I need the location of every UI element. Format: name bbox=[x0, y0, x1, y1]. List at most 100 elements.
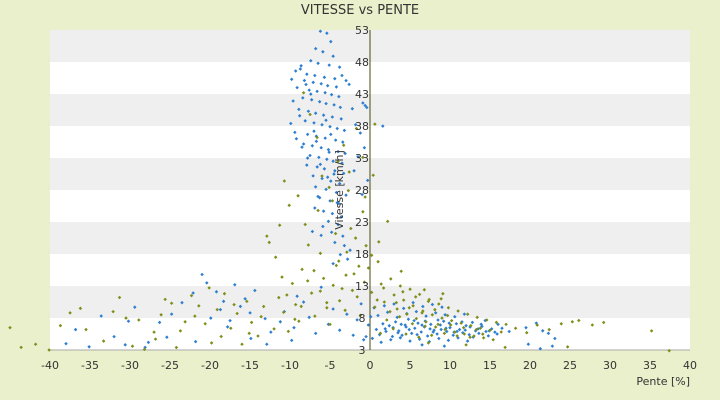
data-point-series-1 bbox=[329, 179, 333, 183]
data-point-series-1 bbox=[307, 315, 311, 320]
data-point-series-1 bbox=[338, 252, 343, 257]
data-point-series-1 bbox=[126, 319, 131, 323]
data-point-series-2 bbox=[277, 295, 281, 300]
data-point-series-1 bbox=[331, 261, 335, 266]
data-point-series-2 bbox=[297, 319, 301, 323]
data-point-series-1 bbox=[464, 323, 468, 328]
data-point-series-1 bbox=[310, 144, 315, 148]
data-point-series-2 bbox=[282, 179, 287, 183]
data-point-series-1 bbox=[330, 115, 335, 119]
data-point-series-1 bbox=[337, 181, 342, 186]
data-point-series-2 bbox=[341, 143, 346, 147]
data-point-series-2 bbox=[362, 280, 367, 284]
data-point-series-2 bbox=[312, 268, 316, 273]
data-point-series-1 bbox=[318, 162, 323, 167]
data-point-series-1 bbox=[336, 222, 340, 227]
data-point-series-2 bbox=[366, 266, 371, 270]
data-point-series-2 bbox=[296, 194, 300, 198]
data-point-series-1 bbox=[319, 145, 323, 150]
x-tick-label: -20 bbox=[201, 359, 219, 372]
data-point-series-2 bbox=[124, 316, 128, 320]
data-point-series-1 bbox=[465, 339, 470, 343]
data-point-series-2 bbox=[207, 286, 211, 290]
data-point-series-1 bbox=[398, 336, 403, 340]
data-point-series-2 bbox=[318, 289, 323, 293]
data-point-series-2 bbox=[420, 311, 424, 315]
data-point-series-2 bbox=[503, 345, 507, 350]
data-point-series-2 bbox=[411, 304, 415, 308]
data-point-series-1 bbox=[463, 328, 467, 332]
data-point-series-1 bbox=[385, 310, 390, 315]
data-point-series-2 bbox=[474, 327, 479, 332]
data-point-series-1 bbox=[99, 314, 103, 318]
data-point-series-1 bbox=[243, 297, 247, 301]
data-point-series-1 bbox=[395, 315, 399, 320]
data-point-series-1 bbox=[298, 67, 303, 71]
data-point-series-2 bbox=[382, 300, 387, 304]
data-point-series-1 bbox=[350, 106, 355, 111]
data-point-series-2 bbox=[272, 327, 276, 331]
data-point-series-1 bbox=[382, 304, 387, 308]
data-point-series-2 bbox=[229, 326, 233, 331]
data-point-series-2 bbox=[443, 327, 447, 332]
data-point-series-1 bbox=[368, 314, 373, 319]
data-point-series-1 bbox=[73, 327, 78, 332]
data-point-series-1 bbox=[304, 82, 308, 87]
data-point-series-2 bbox=[446, 305, 451, 310]
data-point-series-2 bbox=[448, 323, 453, 327]
data-point-series-1 bbox=[496, 322, 500, 327]
y-axis-label: Vitesse [km/h] bbox=[333, 150, 346, 230]
data-point-series-2 bbox=[361, 155, 365, 160]
data-point-series-1 bbox=[435, 332, 439, 336]
data-point-series-2 bbox=[163, 297, 167, 302]
data-point-series-1 bbox=[376, 313, 380, 318]
data-point-series-1 bbox=[445, 329, 449, 334]
data-point-series-2 bbox=[101, 339, 106, 343]
data-point-series-1 bbox=[400, 333, 404, 338]
data-point-series-2 bbox=[559, 322, 564, 326]
data-point-series-2 bbox=[183, 320, 187, 324]
data-point-series-1 bbox=[313, 206, 317, 210]
data-point-series-1 bbox=[301, 300, 306, 304]
data-point-series-1 bbox=[312, 129, 316, 133]
data-point-series-2 bbox=[504, 322, 508, 327]
data-point-series-2 bbox=[299, 304, 303, 309]
data-point-series-2 bbox=[290, 281, 295, 286]
data-point-series-2 bbox=[407, 306, 412, 310]
data-point-series-1 bbox=[221, 299, 226, 304]
data-point-series-1 bbox=[165, 335, 169, 339]
data-point-series-1 bbox=[331, 307, 335, 311]
data-point-series-1 bbox=[421, 304, 425, 309]
y-tick-label: 28 bbox=[355, 184, 369, 197]
x-tick-label: -25 bbox=[161, 359, 179, 372]
x-tick-label: 35 bbox=[643, 359, 657, 372]
y-tick-label: 33 bbox=[355, 152, 369, 165]
data-point-series-1 bbox=[337, 328, 342, 332]
data-point-series-1 bbox=[341, 140, 345, 144]
data-point-series-2 bbox=[352, 272, 356, 276]
data-point-series-1 bbox=[289, 338, 294, 343]
data-point-series-1 bbox=[453, 315, 457, 319]
data-point-series-2 bbox=[256, 334, 260, 338]
data-point-series-2 bbox=[277, 223, 282, 227]
data-point-series-1 bbox=[157, 320, 162, 325]
data-point-series-2 bbox=[303, 222, 307, 227]
data-point-series-2 bbox=[355, 295, 359, 299]
data-point-series-2 bbox=[343, 308, 347, 313]
x-tick-label: 20 bbox=[523, 359, 537, 372]
data-point-series-1 bbox=[366, 323, 371, 327]
data-point-series-2 bbox=[267, 240, 271, 245]
data-point-series-2 bbox=[364, 243, 368, 248]
x-tick-label: 10 bbox=[443, 359, 457, 372]
data-point-series-1 bbox=[293, 69, 298, 73]
data-point-series-2 bbox=[378, 331, 383, 336]
data-point-series-1 bbox=[278, 320, 283, 324]
data-point-series-2 bbox=[485, 318, 489, 322]
x-tick-label: -30 bbox=[121, 359, 139, 372]
data-point-series-2 bbox=[321, 276, 326, 281]
data-point-series-2 bbox=[259, 314, 263, 319]
data-point-series-2 bbox=[293, 302, 298, 307]
data-point-series-2 bbox=[381, 286, 386, 290]
